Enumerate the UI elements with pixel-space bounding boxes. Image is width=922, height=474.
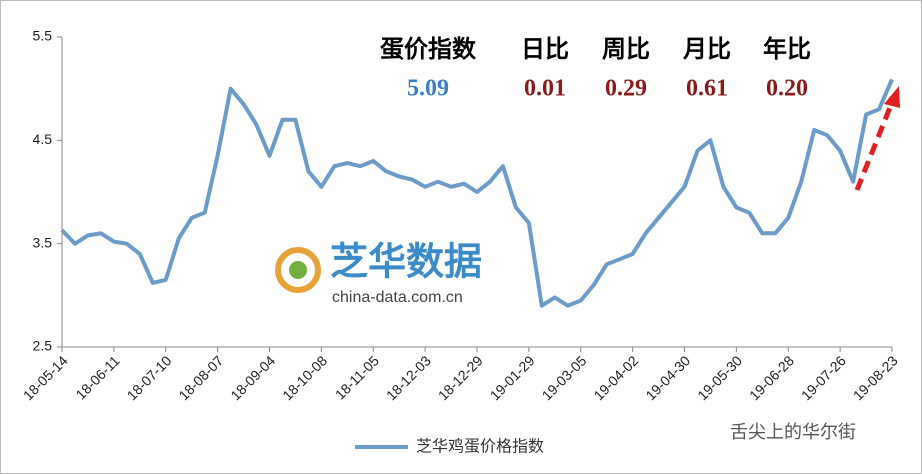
table-header: 蛋价指数 (380, 35, 477, 63)
table-header: 日比 (521, 35, 569, 63)
y-tick-label: 5.5 (33, 28, 53, 44)
legend-label: 芝华鸡蛋价格指数 (416, 437, 544, 456)
table-header: 月比 (682, 35, 731, 63)
line (60, 78, 894, 308)
arrow (854, 86, 900, 191)
table-value: 0.20 (766, 76, 808, 102)
table-header: 年比 (763, 35, 811, 63)
logo-icon (289, 261, 307, 279)
table-value: 0.61 (686, 76, 728, 102)
logo-icon (275, 247, 321, 293)
y-tick-label: 2.5 (33, 338, 53, 354)
logo: 芝华数据 china-data.com.cn (275, 240, 482, 306)
logo-url: china-data.com.cn (332, 289, 463, 306)
table-header: 周比 (602, 35, 650, 63)
watermark: 舌尖上的华尔街 (730, 422, 856, 443)
table-value: 5.09 (407, 76, 449, 102)
y-tick-label: 4.5 (33, 131, 53, 147)
y-tick-label: 3.5 (33, 234, 53, 250)
table-value: 0.01 (524, 76, 566, 102)
table-value: 0.29 (605, 76, 647, 102)
logo-name: 芝华数据 (330, 240, 482, 284)
